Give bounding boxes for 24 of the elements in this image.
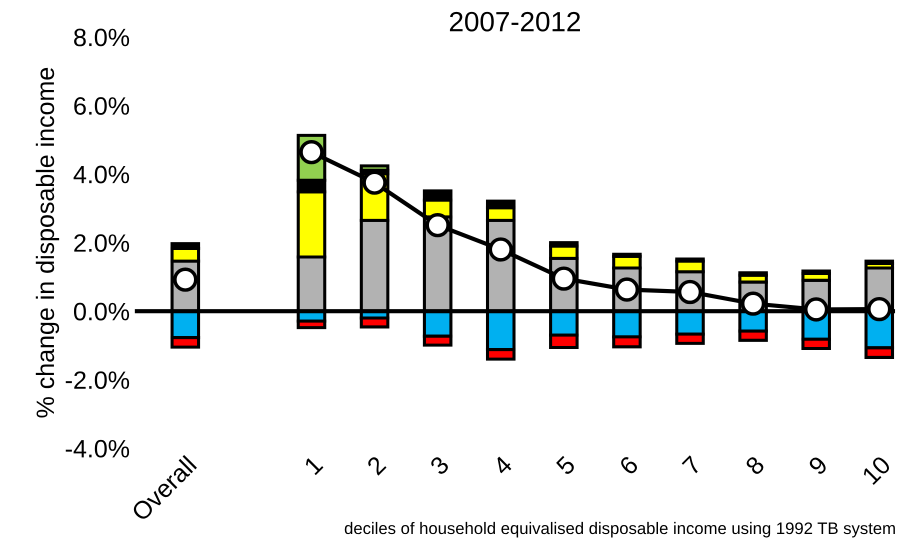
y-tick-label: 6.0% bbox=[74, 97, 130, 115]
point bbox=[426, 212, 450, 238]
x-tick-label: 10 bbox=[861, 454, 892, 486]
y-tick-label: 4.0% bbox=[74, 166, 130, 184]
y-tick-label: 2.0% bbox=[74, 234, 130, 252]
point bbox=[488, 237, 513, 262]
point bbox=[804, 297, 828, 322]
x-axis-title: deciles of household equivalised disposable income using 1992 TB system bbox=[344, 522, 895, 538]
y-tick-label: 0.0% bbox=[74, 302, 130, 320]
point bbox=[867, 296, 892, 322]
chart-title: 2007-2012 bbox=[450, 12, 580, 32]
x-tick-label: 6 bbox=[618, 455, 640, 476]
y-tick-label: -4.0% bbox=[66, 440, 130, 458]
x-tick-label: 2 bbox=[366, 455, 386, 476]
x-tick-label: 4 bbox=[492, 454, 514, 476]
y-tick-label: -2.0% bbox=[66, 371, 130, 390]
x-tick-label: 3 bbox=[428, 455, 450, 476]
x-tick-label: 7 bbox=[682, 455, 702, 476]
x-tick-label: 8 bbox=[744, 455, 766, 476]
y-axis-title: % change in disposable income bbox=[36, 68, 60, 418]
y-tick-label: 8.0% bbox=[74, 28, 130, 46]
x-tick-label: 1 bbox=[304, 455, 324, 476]
x-tick-label: 9 bbox=[808, 455, 828, 476]
x-tick-label: 5 bbox=[555, 455, 576, 476]
